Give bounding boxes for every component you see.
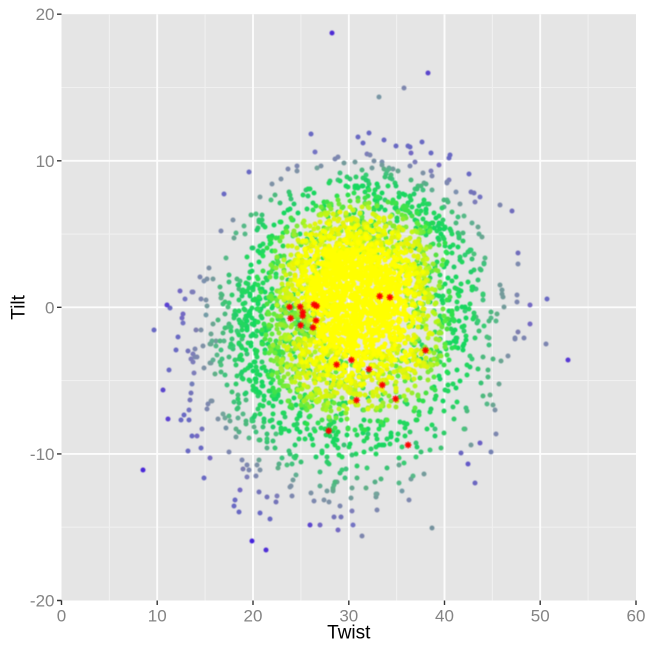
svg-text:10: 10 xyxy=(148,607,167,626)
svg-text:-20: -20 xyxy=(30,592,55,611)
svg-text:40: 40 xyxy=(435,607,454,626)
svg-text:20: 20 xyxy=(36,5,55,24)
svg-text:Twist: Twist xyxy=(327,623,371,644)
svg-text:60: 60 xyxy=(627,607,646,626)
svg-text:20: 20 xyxy=(244,607,263,626)
svg-text:10: 10 xyxy=(36,152,55,171)
svg-text:30: 30 xyxy=(339,607,358,626)
svg-text:0: 0 xyxy=(57,607,66,626)
svg-text:50: 50 xyxy=(531,607,550,626)
svg-text:-10: -10 xyxy=(30,445,55,464)
svg-text:0: 0 xyxy=(45,298,54,317)
svg-text:Tilt: Tilt xyxy=(9,294,30,319)
